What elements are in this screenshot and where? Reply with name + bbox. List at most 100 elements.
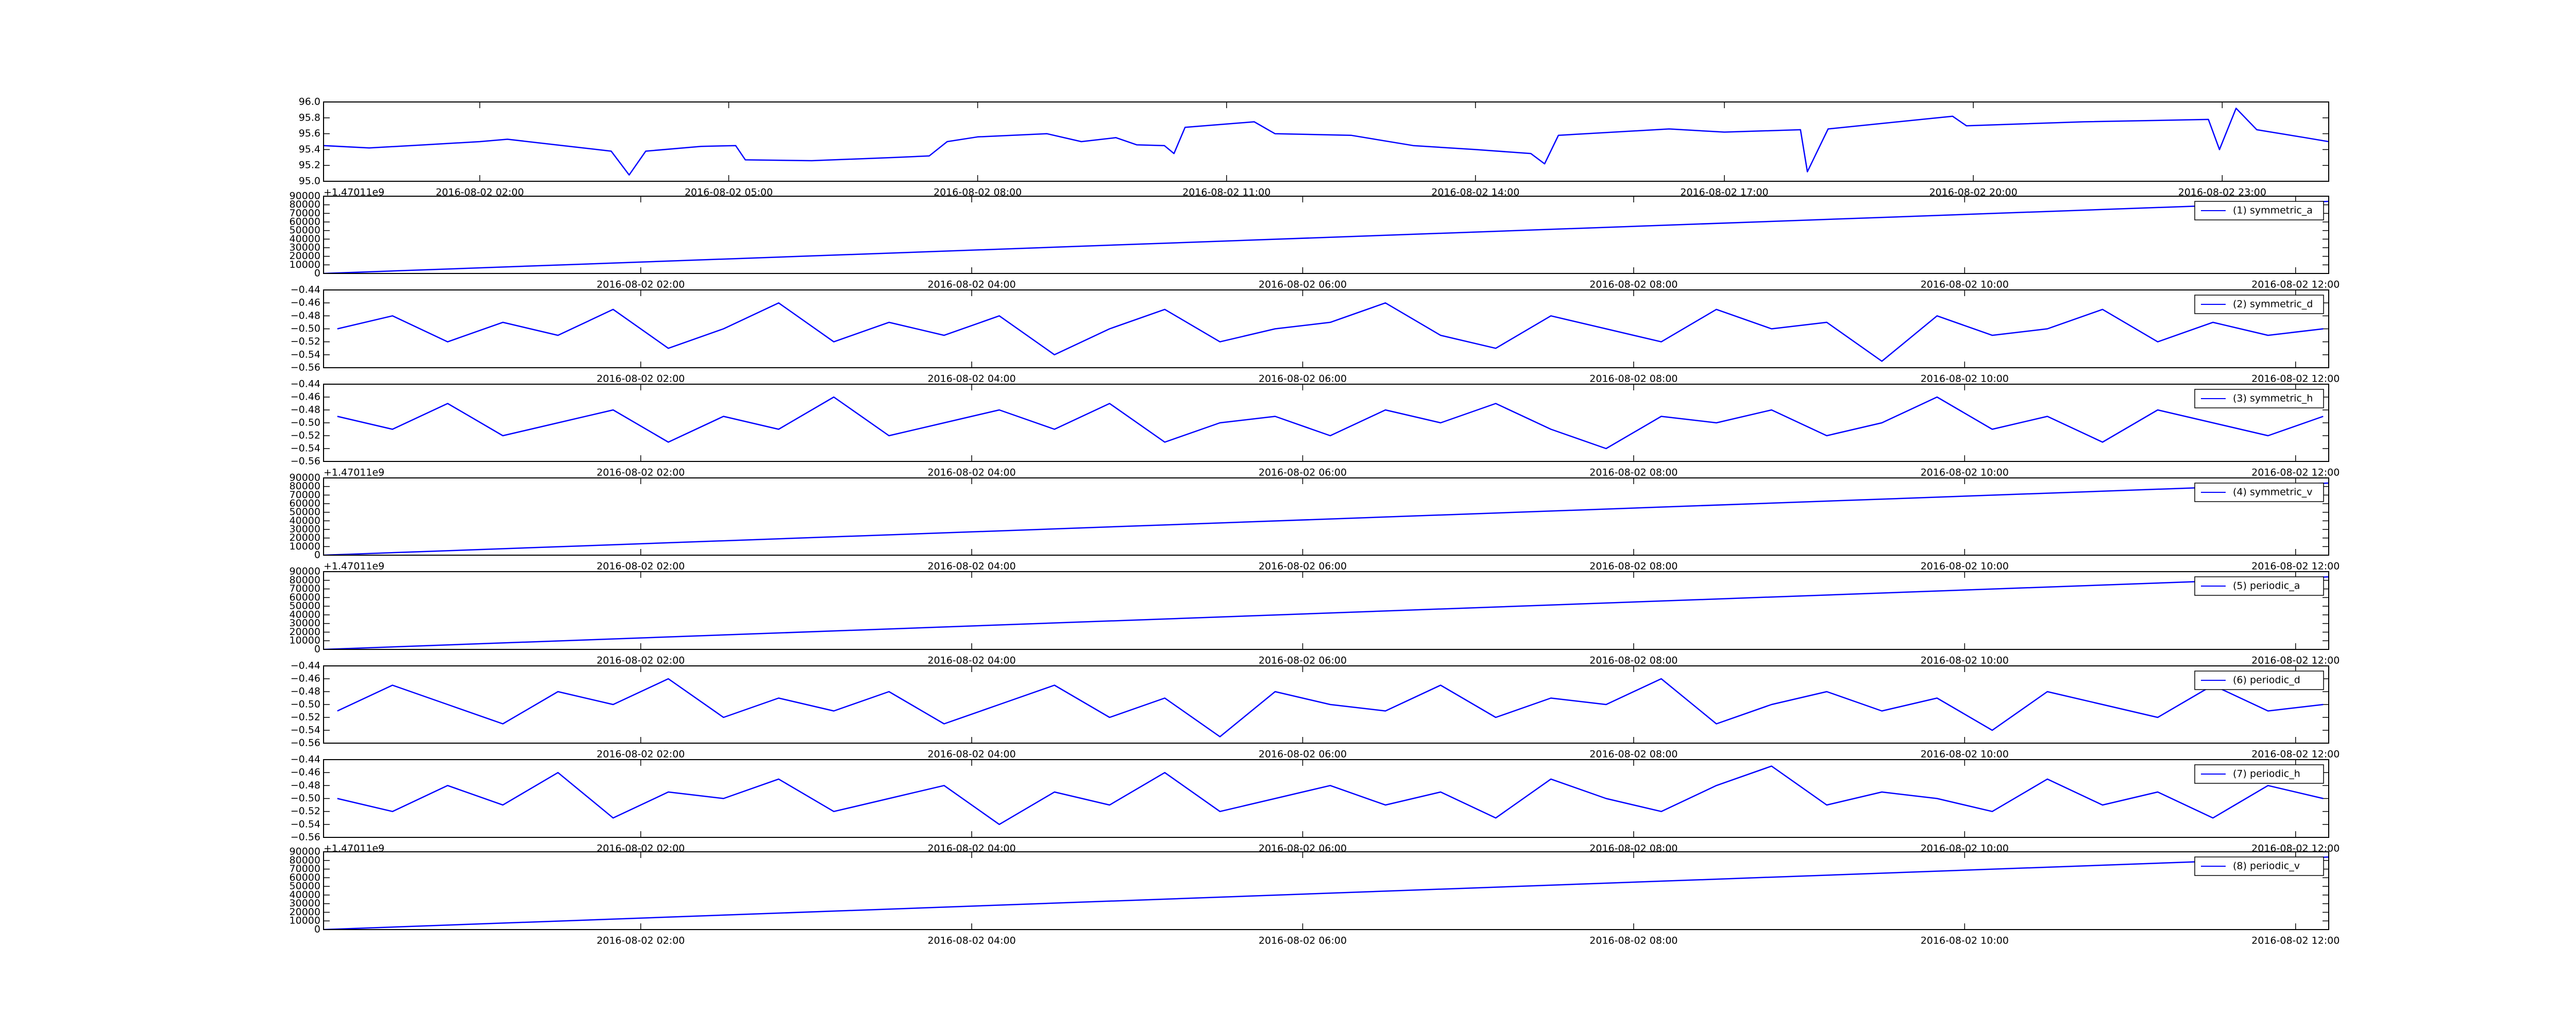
y-tick-label: −0.48 [291, 780, 320, 791]
y-tick-label: −0.48 [291, 404, 320, 416]
x-tick-label: 2016-08-02 20:00 [1929, 187, 2018, 198]
x-tick-label: 2016-08-02 02:00 [597, 279, 685, 290]
data-line [337, 678, 2324, 737]
y-tick-label: −0.46 [291, 767, 320, 778]
x-tick-label: 2016-08-02 12:00 [2251, 561, 2340, 572]
y-tick-label: −0.56 [291, 456, 320, 467]
plot-area [324, 666, 2329, 743]
x-tick-label: 2016-08-02 23:00 [2178, 187, 2266, 198]
axes-frame [323, 101, 2329, 182]
x-tick-label: 2016-08-02 04:00 [927, 561, 1015, 572]
legend-label: (2) symmetric_d [2233, 299, 2313, 310]
y-tick-label: −0.52 [291, 336, 320, 347]
y-tick-label: −0.56 [291, 737, 320, 749]
data-line [337, 302, 2324, 362]
y-tick-label: −0.56 [291, 362, 320, 373]
x-tick-label: 2016-08-02 06:00 [1259, 467, 1347, 478]
y-tick-label: 80000 [290, 574, 320, 586]
x-tick-label: 2016-08-02 04:00 [927, 655, 1015, 666]
y-tick-label: 20000 [290, 250, 320, 262]
y-tick-label: 10000 [290, 915, 320, 926]
legend-label: (7) periodic_h [2233, 768, 2300, 780]
y-tick-label: 90000 [290, 566, 320, 577]
plot-area [324, 290, 2329, 368]
y-tick-label: 50000 [290, 506, 320, 518]
y-tick-label: 20000 [290, 532, 320, 543]
x-tick-label: 2016-08-02 12:00 [2251, 935, 2340, 947]
x-tick-label: 2016-08-02 08:00 [1589, 561, 1677, 572]
x-tick-label: 2016-08-02 06:00 [1259, 373, 1347, 385]
x-tick-label: 2016-08-02 08:00 [1589, 749, 1677, 760]
y-tick-label: −0.52 [291, 805, 320, 817]
data-line [324, 856, 2329, 930]
y-tick-label: −0.48 [291, 686, 320, 697]
subplot: −0.56−0.54−0.52−0.50−0.48−0.46−0.442016-… [291, 379, 2340, 478]
offset-text: +1.47011e9 [324, 187, 384, 198]
y-tick-label: 60000 [290, 498, 320, 509]
y-tick-label: 95.8 [299, 112, 320, 123]
legend-label: (4) symmetric_v [2233, 487, 2313, 498]
y-tick-label: 95.0 [299, 176, 320, 187]
y-tick-label: 20000 [290, 906, 320, 918]
y-tick-label: −0.50 [291, 793, 320, 804]
y-tick-label: 30000 [290, 242, 320, 253]
legend-label: (3) symmetric_h [2233, 393, 2313, 404]
y-tick-label: 50000 [290, 225, 320, 236]
y-tick-label: 40000 [290, 233, 320, 245]
y-tick-label: 90000 [290, 472, 320, 484]
y-tick-label: 20000 [290, 626, 320, 638]
x-tick-label: 2016-08-02 04:00 [927, 749, 1015, 760]
y-tick-label: 40000 [290, 609, 320, 620]
x-tick-label: 2016-08-02 10:00 [1921, 467, 2009, 478]
x-tick-label: 2016-08-02 06:00 [1259, 749, 1347, 760]
y-tick-label: 60000 [290, 592, 320, 603]
subplot: −0.56−0.54−0.52−0.50−0.48−0.46−0.442016-… [291, 754, 2340, 854]
y-tick-label: 0 [314, 550, 320, 561]
subplot: 0100002000030000400005000060000700008000… [290, 191, 2340, 290]
x-tick-label: 2016-08-02 12:00 [2251, 467, 2340, 478]
y-tick-label: −0.50 [291, 323, 320, 334]
x-tick-label: 2016-08-02 08:00 [1589, 373, 1677, 385]
x-tick-label: 2016-08-02 02:00 [597, 749, 685, 760]
y-tick-label: 0 [314, 644, 320, 655]
x-tick-label: 2016-08-02 06:00 [1259, 561, 1347, 572]
y-tick-label: −0.54 [291, 349, 320, 360]
data-line [324, 200, 2329, 273]
plot-area [324, 384, 2329, 461]
x-tick-label: 2016-08-02 06:00 [1259, 279, 1347, 290]
y-tick-label: −0.54 [291, 443, 320, 454]
y-tick-label: 50000 [290, 881, 320, 892]
x-tick-label: 2016-08-02 02:00 [436, 187, 524, 198]
y-tick-label: −0.54 [291, 818, 320, 830]
y-tick-label: 30000 [290, 524, 320, 535]
x-tick-label: 2016-08-02 04:00 [927, 373, 1015, 385]
y-tick-label: 96.0 [299, 96, 320, 108]
plot-area [324, 572, 2329, 649]
y-tick-label: −0.56 [291, 832, 320, 843]
y-tick-label: −0.50 [291, 699, 320, 710]
y-tick-label: 0 [314, 924, 320, 935]
axes-frame [323, 384, 2329, 462]
x-tick-label: 2016-08-02 04:00 [927, 935, 1015, 947]
y-tick-label: 95.6 [299, 128, 320, 139]
axes-frame [323, 289, 2329, 368]
y-tick-label: −0.46 [291, 297, 320, 308]
plot-area [324, 196, 2329, 273]
y-tick-label: 40000 [290, 515, 320, 526]
y-tick-label: 90000 [290, 846, 320, 857]
legend-label: (8) periodic_v [2233, 861, 2300, 872]
x-tick-label: 2016-08-02 04:00 [927, 467, 1015, 478]
y-tick-label: −0.48 [291, 310, 320, 321]
y-tick-label: 70000 [290, 583, 320, 594]
offset-text: +1.47011e9 [324, 561, 384, 572]
axes-frame [323, 851, 2329, 930]
x-tick-label: 2016-08-02 10:00 [1921, 749, 2009, 760]
y-tick-label: 95.2 [299, 160, 320, 171]
legend-label: (1) symmetric_a [2233, 205, 2313, 216]
y-tick-label: 50000 [290, 600, 320, 612]
y-tick-label: 40000 [290, 889, 320, 900]
x-tick-label: 2016-08-02 10:00 [1921, 935, 2009, 947]
y-tick-label: 80000 [290, 854, 320, 866]
x-tick-label: 2016-08-02 08:00 [1589, 655, 1677, 666]
subplot: 0100002000030000400005000060000700008000… [290, 472, 2340, 572]
